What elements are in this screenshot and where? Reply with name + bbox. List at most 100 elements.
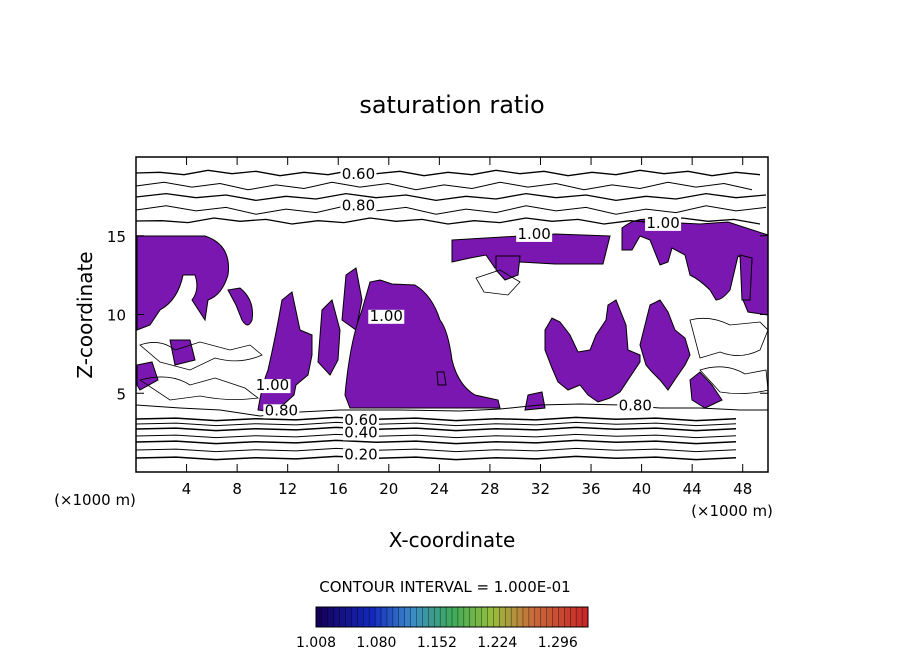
contour-line (135, 192, 767, 202)
colorbar-segment (522, 607, 530, 627)
x-unit-label-left: (×1000 m) (54, 491, 136, 509)
contour-label: 0.80 (619, 397, 652, 415)
colorbar-segment (446, 607, 453, 627)
supersaturated-region (689, 371, 723, 409)
colorbar-segment (511, 607, 518, 627)
x-tick-label: 24 (430, 480, 449, 498)
colorbar-segment (534, 607, 542, 627)
colorbar-segment (321, 607, 329, 627)
colorbar-segment (375, 607, 382, 627)
contour-label: 1.00 (517, 225, 550, 243)
supersaturated-region (136, 235, 230, 331)
contour-label-backdrop (263, 404, 300, 419)
contour-label-backdrop (342, 413, 379, 428)
y-axis-ticks: 5 10 15 (107, 228, 768, 403)
contour-label-backdrop (254, 379, 291, 394)
colorbar-segment (540, 607, 548, 627)
contour-label-backdrop (368, 309, 405, 324)
colorbar-segment (487, 607, 494, 627)
colorbar-tick-label: 1.224 (477, 635, 517, 651)
x-tick-label: 28 (480, 480, 499, 498)
colorbar-segment (422, 607, 429, 627)
colorbar-segment (493, 607, 500, 627)
colorbar (315, 606, 589, 628)
colorbar-segment (339, 607, 347, 627)
contour-label: 0.20 (344, 445, 377, 463)
colorbar-segment (428, 607, 435, 627)
contour-label: 0.60 (344, 411, 377, 429)
contour-label-backdrop (645, 216, 682, 231)
contour-label: 1.00 (256, 376, 289, 394)
supersaturated-region (544, 299, 641, 403)
contour-line (135, 447, 737, 453)
contour-label-backdrop (342, 448, 379, 463)
contour-line (135, 421, 737, 427)
colorbar-segment (381, 607, 388, 627)
contour-line (139, 341, 263, 371)
contour-line (135, 181, 753, 191)
colorbar-tick-label: 1.080 (356, 635, 396, 651)
colorbar-segment (582, 607, 589, 627)
x-tick-label: 40 (632, 480, 651, 498)
colorbar-segment (499, 607, 506, 627)
contour-label: 0.80 (342, 197, 375, 215)
colorbar-segment (517, 607, 524, 627)
contour-line (135, 439, 737, 445)
x-unit-label-right: (×1000 m) (691, 502, 773, 520)
colorbar-tick-labels: 1.008 1.080 1.152 1.224 1.296 (296, 635, 578, 651)
supersaturated-region (227, 287, 253, 326)
x-axis-ticks: 4 8 12 16 20 24 28 32 36 40 44 48 (182, 157, 752, 498)
colorbar-segment (369, 607, 376, 627)
colorbar-segment (546, 607, 554, 627)
x-tick-label: 4 (182, 480, 192, 498)
y-axis-label: Z-coordinate (73, 251, 97, 378)
contour-line (689, 317, 769, 359)
colorbar-segment (351, 607, 358, 627)
colorbar-segment (398, 607, 406, 627)
colorbar-segment (410, 607, 418, 627)
contour-label: 1.00 (646, 214, 679, 232)
plot-area: 0.600.801.001.000.80 0.800.600.400.201.00… (107, 156, 769, 498)
colorbar-segment (386, 607, 394, 627)
contour-line (135, 416, 737, 422)
y-tick-label: 5 (116, 385, 126, 403)
y-tick-label: 10 (107, 307, 126, 325)
colorbar-frame (315, 606, 589, 628)
supersaturated-region (136, 361, 159, 391)
x-axis-label: X-coordinate (389, 528, 516, 552)
supersaturated-region (317, 299, 341, 376)
contour-label-backdrop (340, 199, 377, 214)
colorbar-segment (333, 607, 341, 627)
supersaturated-region (341, 267, 363, 331)
contour-line (135, 455, 737, 461)
supersaturated-regions (136, 218, 769, 413)
colorbar-segment (434, 607, 441, 627)
colorbar-segment (457, 607, 465, 627)
chart-title: saturation ratio (359, 91, 544, 119)
x-tick-label: 16 (329, 480, 348, 498)
colorbar-segment (416, 607, 423, 627)
supersaturated-region (169, 339, 196, 366)
colorbar-segment (357, 607, 364, 627)
contour-line (139, 376, 259, 401)
contour-label: 0.80 (265, 401, 298, 419)
contour-line (475, 269, 521, 296)
colorbar-segment (528, 607, 536, 627)
supersaturated-region (524, 391, 546, 411)
x-tick-label: 36 (581, 480, 600, 498)
x-tick-label: 12 (278, 480, 297, 498)
contour-line (135, 205, 767, 215)
colorbar-segment (392, 607, 400, 627)
colorbar-segment (463, 607, 471, 627)
colorbar-tick-label: 1.296 (538, 635, 578, 651)
x-tick-label: 32 (531, 480, 550, 498)
contour-label-backdrop (617, 399, 654, 414)
colorbar-segment (570, 607, 577, 627)
colorbar-tick-label: 1.008 (296, 635, 336, 651)
colorbar-segment (440, 607, 447, 627)
contour-line (699, 366, 769, 394)
colorbar-segment (576, 607, 583, 627)
colorbar-segment (363, 607, 370, 627)
colorbar-tick-label: 1.152 (417, 635, 457, 651)
